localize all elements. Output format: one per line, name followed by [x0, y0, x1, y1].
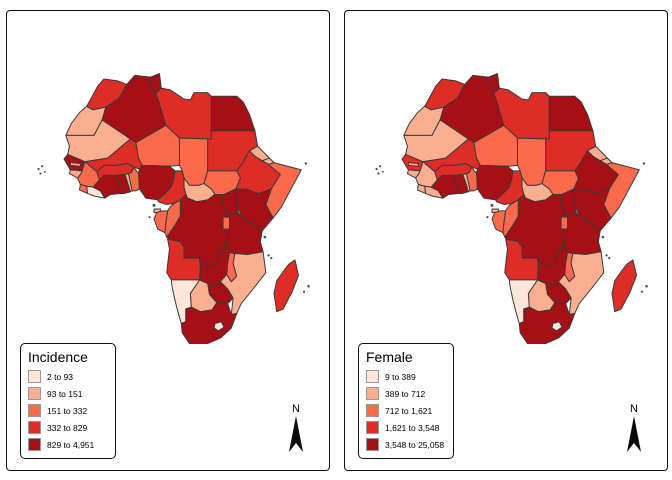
country-mozambique [557, 251, 605, 315]
legend-incidence: Incidence 2 to 93 93 to 151 151 to 332 332 … [20, 343, 116, 459]
island-socotra [642, 162, 645, 165]
north-arrow-icon [289, 416, 303, 452]
legend-title: Incidence [28, 349, 88, 365]
north-arrow: N [285, 404, 307, 454]
legend-swatch [366, 370, 379, 383]
legend-items: 9 to 389 389 to 712 712 to 1,621 1,621 to 3… [366, 370, 444, 451]
legend-label: 3,548 to 25,058 [385, 439, 445, 450]
legend-title: Female [366, 349, 413, 365]
island-reunion [302, 290, 306, 293]
legend-swatch [28, 421, 41, 434]
legend-label: 2 to 93 [47, 371, 73, 382]
legend-swatch [366, 404, 379, 417]
island-comoros [608, 257, 611, 260]
island-cape-verde [379, 165, 382, 168]
legend-label: 93 to 151 [47, 388, 83, 399]
island-comoros [605, 254, 608, 257]
legend-label: 332 to 829 [47, 422, 88, 433]
country-benin [466, 166, 478, 192]
country-gambia [69, 162, 81, 167]
island-cape-verde [377, 172, 380, 175]
island-zanzibar [263, 235, 267, 239]
island-cape-verde [39, 172, 42, 175]
country-cameroon [495, 170, 525, 205]
country-lesotho [213, 321, 225, 332]
legend-swatch [366, 421, 379, 434]
legend-item: 1,621 to 3,548 [366, 421, 444, 434]
island-mauritius [645, 285, 648, 288]
north-arrow-shape [289, 416, 303, 452]
legend-items: 2 to 93 93 to 151 151 to 332 332 to 829 829 … [28, 370, 106, 451]
legend-label: 9 to 389 [385, 371, 416, 382]
north-arrow-shape [627, 416, 641, 452]
legend-swatch [28, 370, 41, 383]
island-sao-tome [486, 216, 489, 219]
country-sierra-leone [416, 183, 427, 195]
north-label: N [292, 403, 300, 415]
legend-swatch [28, 387, 41, 400]
legend-item: 829 to 4,951 [28, 438, 106, 451]
north-label: N [630, 403, 638, 415]
island-cape-verde [382, 170, 384, 173]
legend-label: 389 to 712 [385, 388, 426, 399]
country-sierra-leone [78, 183, 89, 195]
map-panel-female: Female 9 to 389 389 to 712 712 to 1,621 1,6… [344, 10, 668, 471]
country-benin [128, 166, 140, 192]
island-cape-verde [44, 170, 46, 173]
country-south-africa [518, 302, 576, 345]
country-madagascar [273, 259, 300, 313]
legend-item: 712 to 1,621 [366, 404, 444, 417]
country-cameroon [157, 170, 187, 205]
island-cape-verde [375, 167, 378, 171]
island-sao-tome [148, 216, 151, 219]
country-kenya [573, 188, 612, 232]
legend-swatch [366, 387, 379, 400]
country-south-africa [180, 302, 238, 345]
island-zanzibar [601, 235, 605, 239]
legend-item: 93 to 151 [28, 387, 106, 400]
africa-choropleth-incidence [37, 73, 310, 345]
africa-choropleth-female [375, 73, 648, 345]
legend-female: Female 9 to 389 389 to 712 712 to 1,621 1,6… [358, 343, 455, 459]
island-comoros [267, 254, 270, 257]
legend-label: 1,621 to 3,548 [385, 422, 440, 433]
island-mauritius [307, 285, 310, 288]
country-egypt [548, 95, 594, 132]
legend-swatch [28, 438, 41, 451]
country-rwanda-burundi [560, 216, 568, 230]
island-comoros [270, 257, 273, 260]
island-bioko [152, 203, 156, 207]
legend-label: 712 to 1,621 [385, 405, 433, 416]
legend-item: 151 to 332 [28, 404, 106, 417]
legend-swatch [366, 438, 379, 451]
island-reunion [640, 290, 644, 293]
legend-label: 151 to 332 [47, 405, 88, 416]
legend-item: 389 to 712 [366, 387, 444, 400]
legend-item: 332 to 829 [28, 421, 106, 434]
legend-label: 829 to 4,951 [47, 439, 95, 450]
country-rwanda-burundi [222, 216, 230, 230]
island-bioko [490, 203, 494, 207]
island-cape-verde [37, 167, 40, 171]
country-kenya [235, 188, 274, 232]
country-niger [473, 124, 518, 167]
country-gambia [407, 162, 419, 167]
map-panel-incidence: Incidence 2 to 93 93 to 151 151 to 332 332 … [6, 10, 330, 471]
legend-swatch [28, 404, 41, 417]
country-niger [135, 124, 180, 167]
north-arrow: N [623, 404, 645, 454]
legend-item: 3,548 to 25,058 [366, 438, 444, 451]
legend-item: 9 to 389 [366, 370, 444, 383]
legend-item: 2 to 93 [28, 370, 106, 383]
country-lesotho [551, 321, 563, 332]
country-madagascar [611, 259, 638, 313]
country-mozambique [219, 251, 267, 315]
north-arrow-icon [627, 416, 641, 452]
country-egypt [210, 95, 256, 132]
island-cape-verde [41, 165, 44, 168]
island-socotra [304, 162, 308, 165]
